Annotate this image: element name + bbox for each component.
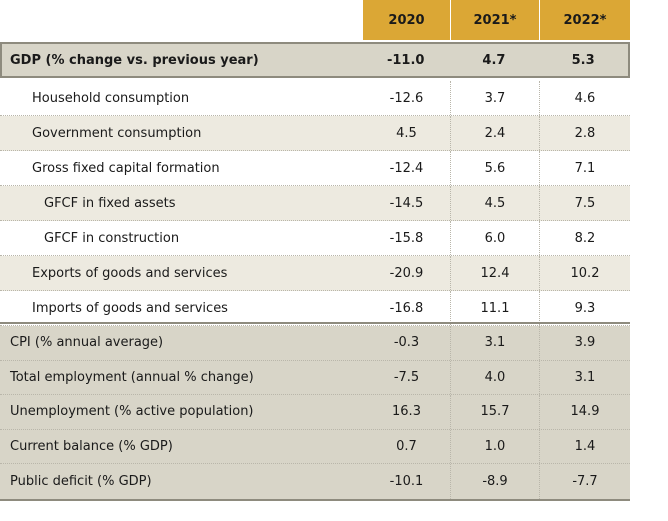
row-value: 3.1 (451, 326, 540, 360)
row-value: 2.4 (451, 116, 540, 150)
row-label: Exports of goods and services (32, 265, 228, 281)
row-value: 4.5 (363, 116, 451, 150)
row-value: -15.8 (363, 221, 451, 255)
row-value: 12.4 (451, 256, 540, 290)
row-value: -8.9 (451, 464, 540, 499)
gdp-value-2020: -11.0 (386, 52, 425, 68)
section-divider (0, 322, 630, 324)
row-value: 3.1 (574, 369, 596, 385)
row-label: Household consumption (32, 90, 190, 106)
row-value: 4.6 (574, 90, 596, 106)
table-row: Government consumption 4.5 2.4 2.8 (0, 116, 630, 151)
row-label: Public deficit (% GDP) (10, 474, 152, 490)
table-bottom-border (0, 499, 630, 501)
gdp-components: Household consumption -12.6 3.7 4.6 Gove… (0, 81, 630, 326)
table-row: GFCF in fixed assets -14.5 4.5 7.5 (0, 186, 630, 221)
row-value: -20.9 (363, 256, 451, 290)
table-row: Current balance (% GDP) 0.7 1.0 1.4 (0, 429, 630, 465)
row-label: GFCF in fixed assets (44, 195, 176, 211)
header-year-2022: 2022* (540, 0, 630, 40)
table-row: Public deficit (% GDP) -10.1 -8.9 -7.7 (0, 464, 630, 499)
table-row: Household consumption -12.6 3.7 4.6 (0, 81, 630, 116)
row-value: -14.5 (363, 186, 451, 220)
row-value: 11.1 (451, 291, 540, 325)
row-label: Gross fixed capital formation (32, 160, 220, 176)
table-row: GFCF in construction -15.8 6.0 8.2 (0, 221, 630, 256)
row-value: -16.8 (363, 291, 451, 325)
row-value: 10.2 (570, 265, 600, 281)
row-value: 3.7 (451, 81, 540, 115)
row-value: 5.6 (451, 151, 540, 185)
gdp-value-2021: 4.7 (482, 52, 506, 68)
row-value: 4.0 (451, 360, 540, 395)
macro-indicators: CPI (% annual average) -0.3 3.1 3.9 Tota… (0, 326, 630, 499)
row-label: Imports of goods and services (32, 300, 228, 316)
row-value: 7.1 (574, 160, 596, 176)
row-value: -7.7 (572, 474, 598, 490)
row-value: 3.9 (574, 335, 596, 351)
row-value: 4.5 (451, 186, 540, 220)
row-value: 6.0 (451, 221, 540, 255)
row-value: 14.9 (570, 404, 600, 420)
row-value: 0.7 (363, 429, 451, 464)
row-value: 15.7 (451, 395, 540, 429)
row-label: Total employment (annual % change) (10, 369, 254, 385)
row-value: 1.4 (574, 439, 596, 455)
row-label: Current balance (% GDP) (10, 439, 173, 455)
row-value: -10.1 (363, 464, 451, 499)
table-row: Exports of goods and services -20.9 12.4… (0, 256, 630, 291)
header-year-2020: 2020 (363, 0, 451, 40)
row-value: -12.4 (363, 151, 451, 185)
row-value: 16.3 (363, 395, 451, 429)
table-row: CPI (% annual average) -0.3 3.1 3.9 (0, 326, 630, 361)
row-label: CPI (% annual average) (10, 335, 164, 351)
gdp-row: GDP (% change vs. previous year) -11.0 4… (0, 42, 630, 78)
row-label: GFCF in construction (44, 230, 180, 246)
row-label: Government consumption (32, 125, 202, 141)
table-row: Gross fixed capital formation -12.4 5.6 … (0, 151, 630, 186)
row-value: 7.5 (574, 195, 596, 211)
row-label: Unemployment (% active population) (10, 404, 254, 420)
table-row: Imports of goods and services -16.8 11.1… (0, 291, 630, 326)
header-year-2021: 2021* (451, 0, 540, 40)
table-row: Unemployment (% active population) 16.3 … (0, 395, 630, 430)
row-value: -7.5 (363, 360, 451, 395)
gdp-value-2022: 5.3 (571, 52, 595, 68)
row-value: 8.2 (574, 230, 596, 246)
row-value: 1.0 (451, 429, 540, 464)
table-row: Total employment (annual % change) -7.5 … (0, 360, 630, 396)
row-value: -0.3 (363, 326, 451, 360)
row-value: 2.8 (574, 125, 596, 141)
gdp-label: GDP (% change vs. previous year) (10, 52, 259, 68)
table-header: 2020 2021* 2022* (363, 0, 630, 40)
row-value: -12.6 (363, 81, 451, 115)
row-value: 9.3 (574, 300, 596, 316)
